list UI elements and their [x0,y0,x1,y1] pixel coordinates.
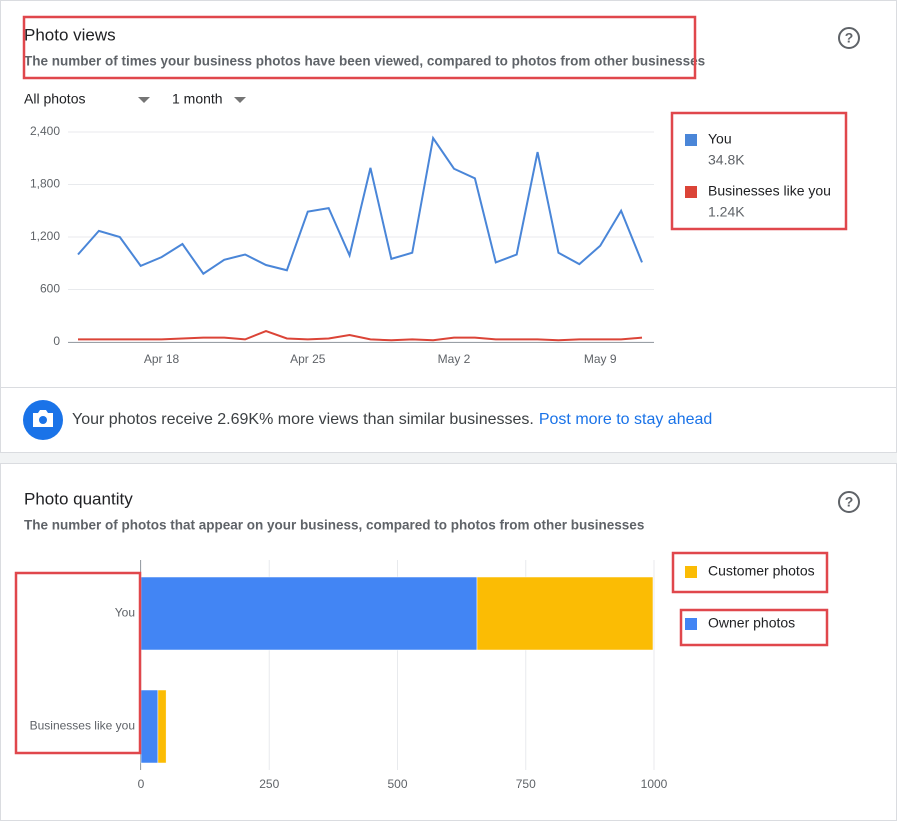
x-tick-label: 0 [138,777,145,791]
insight-link[interactable]: Post more to stay ahead [539,411,712,428]
annotation-box [22,15,697,80]
help-icon[interactable]: ? [838,27,860,49]
filter[interactable]: All photos [24,91,85,107]
legend-swatch [685,134,697,146]
x-tick-label: May 9 [584,352,617,366]
legend-label: Businesses like you [708,183,831,199]
legend-label: Owner photos [708,615,795,631]
camera-icon [39,416,47,424]
bar-segment [476,576,654,651]
y-tick-label: 1,800 [30,177,60,191]
x-tick-label: 500 [387,777,407,791]
dropdown-arrow[interactable] [138,97,150,103]
y-tick-label: 600 [40,282,60,296]
bar-segment [140,576,478,651]
annotation-box [14,571,142,755]
y-tick-label: 0 [53,334,60,348]
subtitle: The number of photos that appear on your… [24,518,644,533]
annotation-box [679,608,829,647]
legend-label: You [708,131,732,147]
title: Photo quantity [24,489,133,508]
insight-text: Your photos receive 2.69K% more views th… [72,411,534,428]
x-tick-label: Apr 18 [144,352,180,366]
x-tick-label: May 2 [438,352,471,366]
line [78,329,643,342]
svg-text:?: ? [845,494,854,510]
legend-swatch [685,566,697,578]
line [77,135,643,276]
legend-total: 1.24K [708,204,745,220]
insight: Your photos receive 2.69K% more views th… [72,411,712,428]
bar-segment [140,689,159,764]
y-tick-label: Businesses like you [30,719,135,733]
annotation-box [671,551,829,594]
y-tick-label: 2,400 [30,124,60,138]
title: Photo views [24,25,116,44]
svg-text:?: ? [845,30,854,46]
annotation-box [670,111,848,231]
legend-label: Customer photos [708,563,815,579]
x-tick-label: 1000 [641,777,668,791]
x-tick-label: 250 [259,777,279,791]
card [0,0,897,453]
filter[interactable]: 1 month [172,91,223,107]
x-tick-label: 750 [516,777,536,791]
dropdown-arrow[interactable] [234,97,246,103]
y-tick-label: You [115,606,135,620]
help-icon[interactable]: ? [838,491,860,513]
bar-segment [157,689,167,764]
x-tick-label: Apr 25 [290,352,326,366]
subtitle: The number of times your business photos… [24,54,705,69]
y-tick-label: 1,200 [30,229,60,243]
legend-total: 34.8K [708,152,745,168]
legend-swatch [685,618,697,630]
legend-swatch [685,186,697,198]
